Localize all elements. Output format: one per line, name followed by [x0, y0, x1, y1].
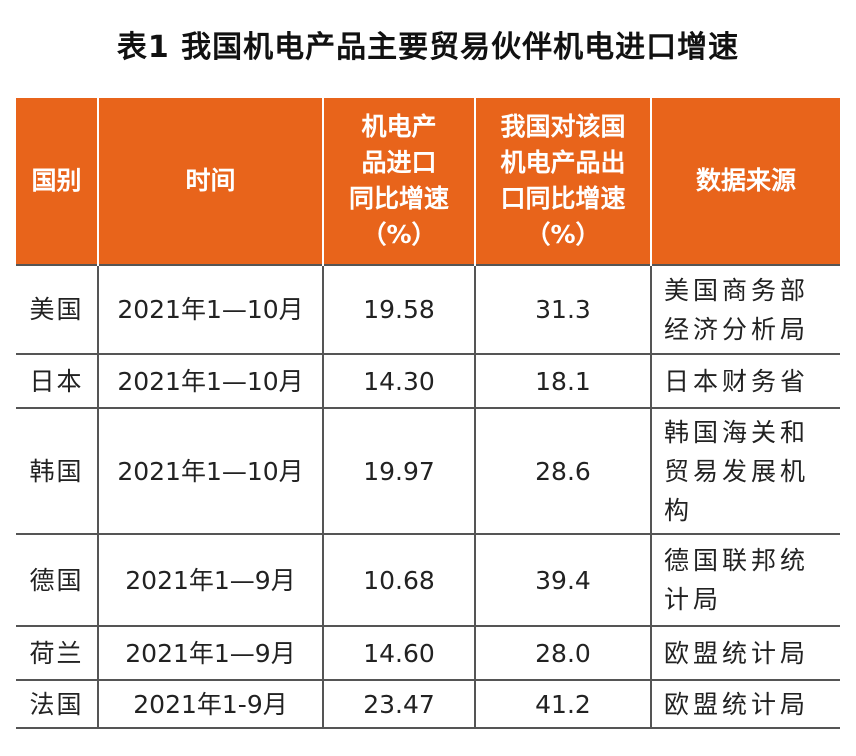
cell-country: 日本	[16, 353, 99, 408]
cell-export-growth: 28.0	[475, 625, 652, 680]
header-period: 时间	[98, 98, 324, 265]
cell-import-growth: 19.58	[323, 264, 476, 354]
cell-export-growth: 18.1	[475, 353, 652, 408]
cell-export-growth: 31.3	[475, 264, 652, 354]
cell-data-source: 欧盟统计局	[651, 679, 840, 729]
cell-export-growth: 39.4	[475, 533, 652, 626]
cell-data-source: 美国商务部经济分析局	[651, 264, 840, 354]
cell-import-growth: 14.30	[323, 353, 476, 408]
table-row: 法国 2021年1-9月 23.47 41.2 欧盟统计局	[16, 679, 840, 729]
cell-import-growth: 19.97	[323, 407, 476, 534]
table-row: 韩国 2021年1—10月 19.97 28.6 韩国海关和贸易发展机构	[16, 407, 840, 534]
cell-import-growth: 10.68	[323, 533, 476, 626]
cell-period: 2021年1-9月	[98, 679, 324, 729]
header-import-growth: 机电产 品进口 同比增速 （%）	[323, 98, 476, 265]
cell-data-source: 欧盟统计局	[651, 625, 840, 680]
cell-country: 法国	[16, 679, 99, 729]
cell-period: 2021年1—10月	[98, 264, 324, 354]
trade-growth-table: 国别 时间 机电产 品进口 同比增速 （%） 我国对该国 机电产品出 口同比增速…	[16, 98, 840, 729]
header-data-source: 数据来源	[651, 98, 840, 265]
cell-country: 韩国	[16, 407, 99, 534]
table-row: 德国 2021年1—9月 10.68 39.4 德国联邦统计局	[16, 533, 840, 626]
cell-data-source: 韩国海关和贸易发展机构	[651, 407, 840, 534]
header-export-growth: 我国对该国 机电产品出 口同比增速 （%）	[475, 98, 652, 265]
cell-import-growth: 23.47	[323, 679, 476, 729]
table-row: 美国 2021年1—10月 19.58 31.3 美国商务部经济分析局	[16, 264, 840, 354]
header-country: 国别	[16, 98, 99, 265]
cell-period: 2021年1—10月	[98, 407, 324, 534]
cell-import-growth: 14.60	[323, 625, 476, 680]
cell-country: 美国	[16, 264, 99, 354]
cell-period: 2021年1—10月	[98, 353, 324, 408]
table-row: 荷兰 2021年1—9月 14.60 28.0 欧盟统计局	[16, 625, 840, 680]
cell-data-source: 德国联邦统计局	[651, 533, 840, 626]
cell-period: 2021年1—9月	[98, 533, 324, 626]
table-row: 日本 2021年1—10月 14.30 18.1 日本财务省	[16, 353, 840, 408]
cell-data-source: 日本财务省	[651, 353, 840, 408]
table-header-row: 国别 时间 机电产 品进口 同比增速 （%） 我国对该国 机电产品出 口同比增速…	[16, 98, 840, 265]
cell-country: 荷兰	[16, 625, 99, 680]
table-title: 表1 我国机电产品主要贸易伙伴机电进口增速	[116, 30, 740, 65]
cell-export-growth: 41.2	[475, 679, 652, 729]
cell-period: 2021年1—9月	[98, 625, 324, 680]
cell-country: 德国	[16, 533, 99, 626]
cell-export-growth: 28.6	[475, 407, 652, 534]
